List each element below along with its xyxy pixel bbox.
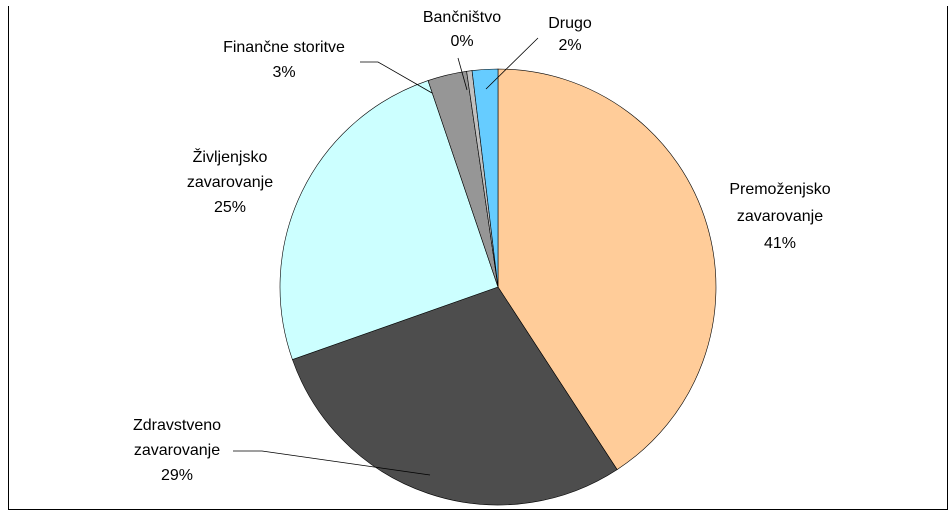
pie-slice-zdravstveno-zavarovanje: [292, 286, 618, 506]
label-leaders: [233, 37, 539, 476]
slice-label-zdravstveno-zavarovanje: Zdravstveno zavarovanje 29%: [133, 417, 221, 484]
slice-percent-label: 41%: [764, 235, 796, 252]
pie-slice-drugo: [471, 68, 499, 288]
pie-slice-premozenjsko-zavarovanje: [497, 68, 717, 470]
slice-name-label: zavarovanje: [134, 442, 220, 459]
pie-slice-zivljenjsko-zavarovanje: [279, 80, 499, 360]
slice-name-label: zavarovanje: [737, 208, 823, 225]
slice-percent-label: 29%: [161, 467, 193, 484]
slice-name-label: zavarovanje: [187, 174, 273, 191]
slice-name-label: Življenjsko: [193, 147, 268, 166]
pie-slices: [279, 68, 717, 506]
slice-label-premozenjsko-zavarovanje: Premoženjsko zavarovanje 41%: [729, 181, 830, 252]
slice-percent-label: 2%: [558, 37, 581, 54]
slice-labels: Premoženjsko zavarovanje 41% Zdravstveno zav…: [133, 9, 831, 484]
slice-name-label: Finančne storitve: [223, 39, 345, 56]
slice-label-bancnistvo: Bančništvo 0%: [423, 9, 501, 50]
slice-name-label: Drugo: [548, 15, 592, 32]
slice-percent-label: 0%: [450, 33, 473, 50]
slice-name-label: Premoženjsko: [729, 181, 830, 198]
slice-name-label: Zdravstveno: [133, 417, 221, 434]
chart-frame: [8, 6, 948, 510]
slice-percent-label: 3%: [272, 64, 295, 81]
leader-line-bancnistvo: [457, 57, 468, 91]
slice-percent-label: 25%: [214, 199, 246, 216]
slice-label-zivljenjsko-zavarovanje: Življenjsko zavarovanje 25%: [187, 147, 273, 216]
slice-name-label: Bančništvo: [423, 9, 501, 26]
leader-line-zdravstveno-zavarovanje: [233, 450, 431, 476]
leader-line-drugo: [485, 37, 539, 90]
leader-line-financne-storitve: [360, 61, 433, 94]
slice-label-drugo: Drugo 2%: [548, 15, 592, 54]
slice-label-financne-storitve: Finančne storitve 3%: [223, 39, 345, 81]
